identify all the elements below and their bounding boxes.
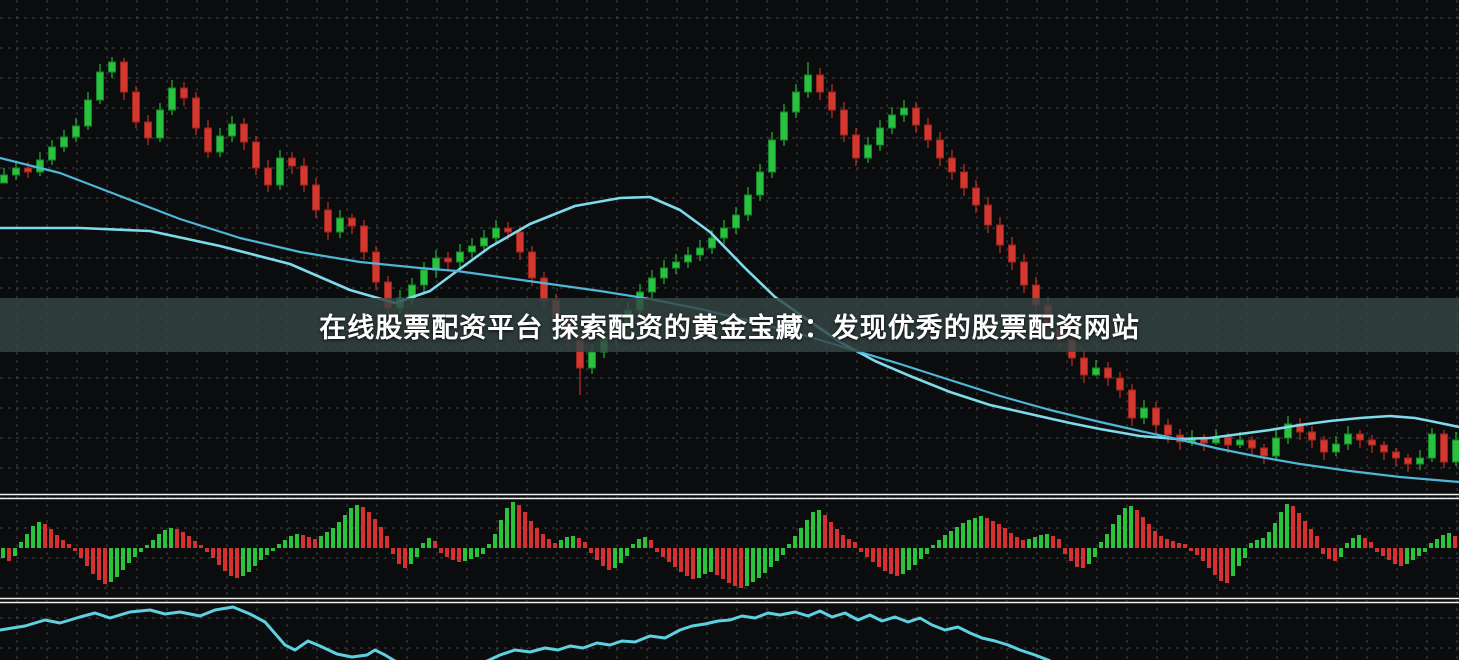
- moving-average-lines: [0, 156, 1459, 484]
- oscillator-line: [0, 605, 1052, 660]
- pane-separators: [0, 493, 1459, 604]
- macd-histogram: [1, 502, 1457, 588]
- candlestick-series: [0, 57, 1459, 472]
